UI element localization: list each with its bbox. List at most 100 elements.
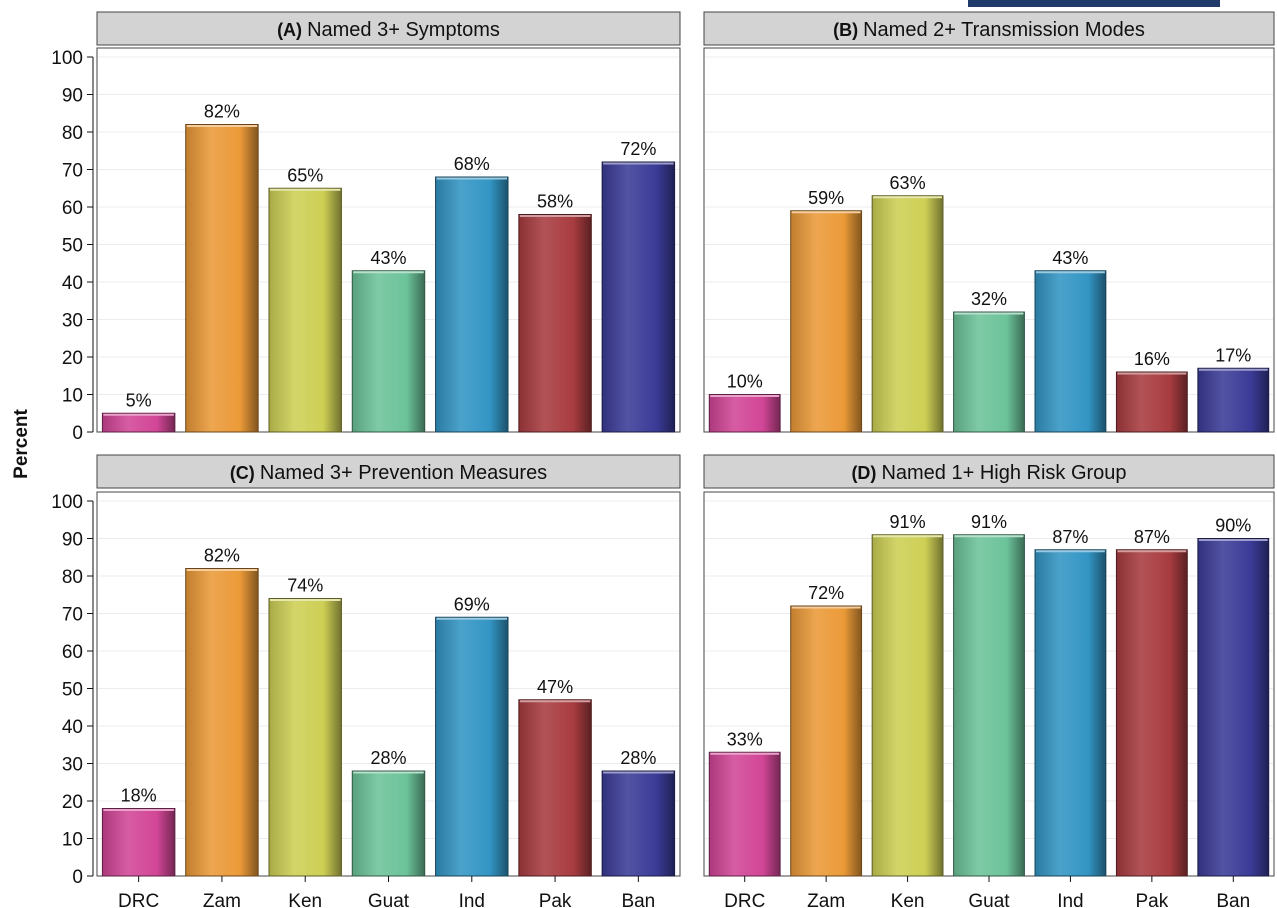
y-tick-label: 50 [62,236,83,257]
data-label: 10% [727,372,763,392]
x-tick-label: Guat [968,891,1010,908]
x-tick-label: Ban [1216,891,1250,908]
data-label: 74% [287,576,323,596]
y-tick-label: 100 [51,48,83,69]
y-tick-label: 70 [62,161,83,182]
bar-ban [1197,367,1270,433]
panel-title: (A) Named 3+ Symptoms [277,19,500,41]
bar-zam [790,605,863,877]
y-tick-label: 60 [62,198,83,219]
data-label: 91% [890,512,926,532]
y-tick-label: 30 [62,311,83,332]
bar-pak [518,699,592,877]
data-label: 17% [1215,345,1251,365]
data-label: 5% [126,390,152,410]
x-tick-label: Pak [1135,891,1168,908]
bar-zam [185,568,259,877]
bar-ban [601,161,676,433]
data-label: 32% [971,289,1007,309]
bar-guat [351,270,426,433]
y-tick-label: 0 [72,867,83,888]
y-tick-label: 20 [62,348,83,369]
data-label: 91% [971,512,1007,532]
y-tick-label: 90 [62,86,83,107]
panel-header [96,11,681,46]
y-axis-label: Percent [11,408,32,478]
panel-c: (C) Named 3+ Prevention Measures 0 10 20 30 4… [51,454,681,908]
x-tick-label: Zam [203,891,241,908]
data-label: 68% [454,154,490,174]
bar-zam [790,210,863,433]
data-label: 58% [537,192,573,212]
data-label: 82% [204,546,240,566]
bar-ken [871,195,944,433]
data-label: 28% [370,748,406,768]
corner-tab [968,0,1220,7]
bar-guat [953,534,1025,877]
y-tick-label: 70 [62,605,83,626]
bar-drc [708,394,781,433]
data-label: 28% [620,748,656,768]
bar-ban [601,770,676,877]
panel-a: (A) Named 3+ Symptoms 0 10 20 30 40 50 60 70 80 90… [51,11,681,444]
bar-drc [101,808,176,877]
panel-letter: (D) [851,463,881,483]
panel-letter: (C) [230,463,260,483]
data-label: 72% [808,583,844,603]
bar-ind [1034,549,1107,877]
bar-pak [1115,371,1188,433]
panel-header [703,11,1275,46]
data-label: 65% [287,165,323,185]
panel-title: (C) Named 3+ Prevention Measures [230,462,547,484]
panel-letter: (A) [277,20,307,40]
data-label: 47% [537,677,573,697]
data-label: 59% [808,188,844,208]
panel-title: (B) Named 2+ Transmission Modes [833,19,1145,41]
data-label: 16% [1134,349,1170,369]
bar-pak [518,214,592,433]
bar-drc [708,751,781,877]
y-tick-label: 40 [62,717,83,738]
panel-header [96,454,681,489]
bar-ban [1197,538,1270,877]
x-tick-label: Ken [891,891,925,908]
y-tick-label: 80 [62,123,83,144]
bar-guat [351,770,426,877]
x-tick-label: Ind [1057,891,1083,908]
x-tick-label: Ind [459,891,485,908]
data-label: 63% [890,173,926,193]
y-tick-label: 10 [62,386,83,407]
x-tick-label: Pak [539,891,572,908]
x-tick-label: Zam [807,891,845,908]
data-label: 82% [204,102,240,122]
x-tick-label: Ken [288,891,322,908]
bar-guat [953,311,1025,433]
bar-ken [268,598,342,877]
bar-zam [185,124,259,433]
bar-ind [435,616,509,877]
data-label: 87% [1134,527,1170,547]
bar-ind [435,176,509,433]
y-tick-label: 100 [51,492,83,513]
data-label: 18% [121,786,157,806]
data-label: 33% [727,729,763,749]
y-tick-label: 0 [72,423,83,444]
y-tick-label: 60 [62,642,83,663]
panel-letter: (B) [833,20,863,40]
panel-title: (D) Named 1+ High Risk Group [851,462,1126,484]
y-tick-label: 20 [62,792,83,813]
data-label: 72% [620,139,656,159]
bar-ken [268,187,342,433]
x-tick-label: DRC [118,891,159,908]
y-tick-label: 30 [62,755,83,776]
panel-b: (B) Named 2+ Transmission Modes 10% 59% 63%… [703,11,1275,433]
data-label: 43% [1052,248,1088,268]
data-label: 69% [454,594,490,614]
bar-pak [1115,549,1188,877]
panel-header [703,454,1275,489]
data-label: 43% [370,248,406,268]
panel-d: (D) Named 1+ High Risk Group 33% DRC 72% Zam… [703,454,1275,908]
bar-ind [1034,270,1107,433]
bar-drc [101,412,176,433]
